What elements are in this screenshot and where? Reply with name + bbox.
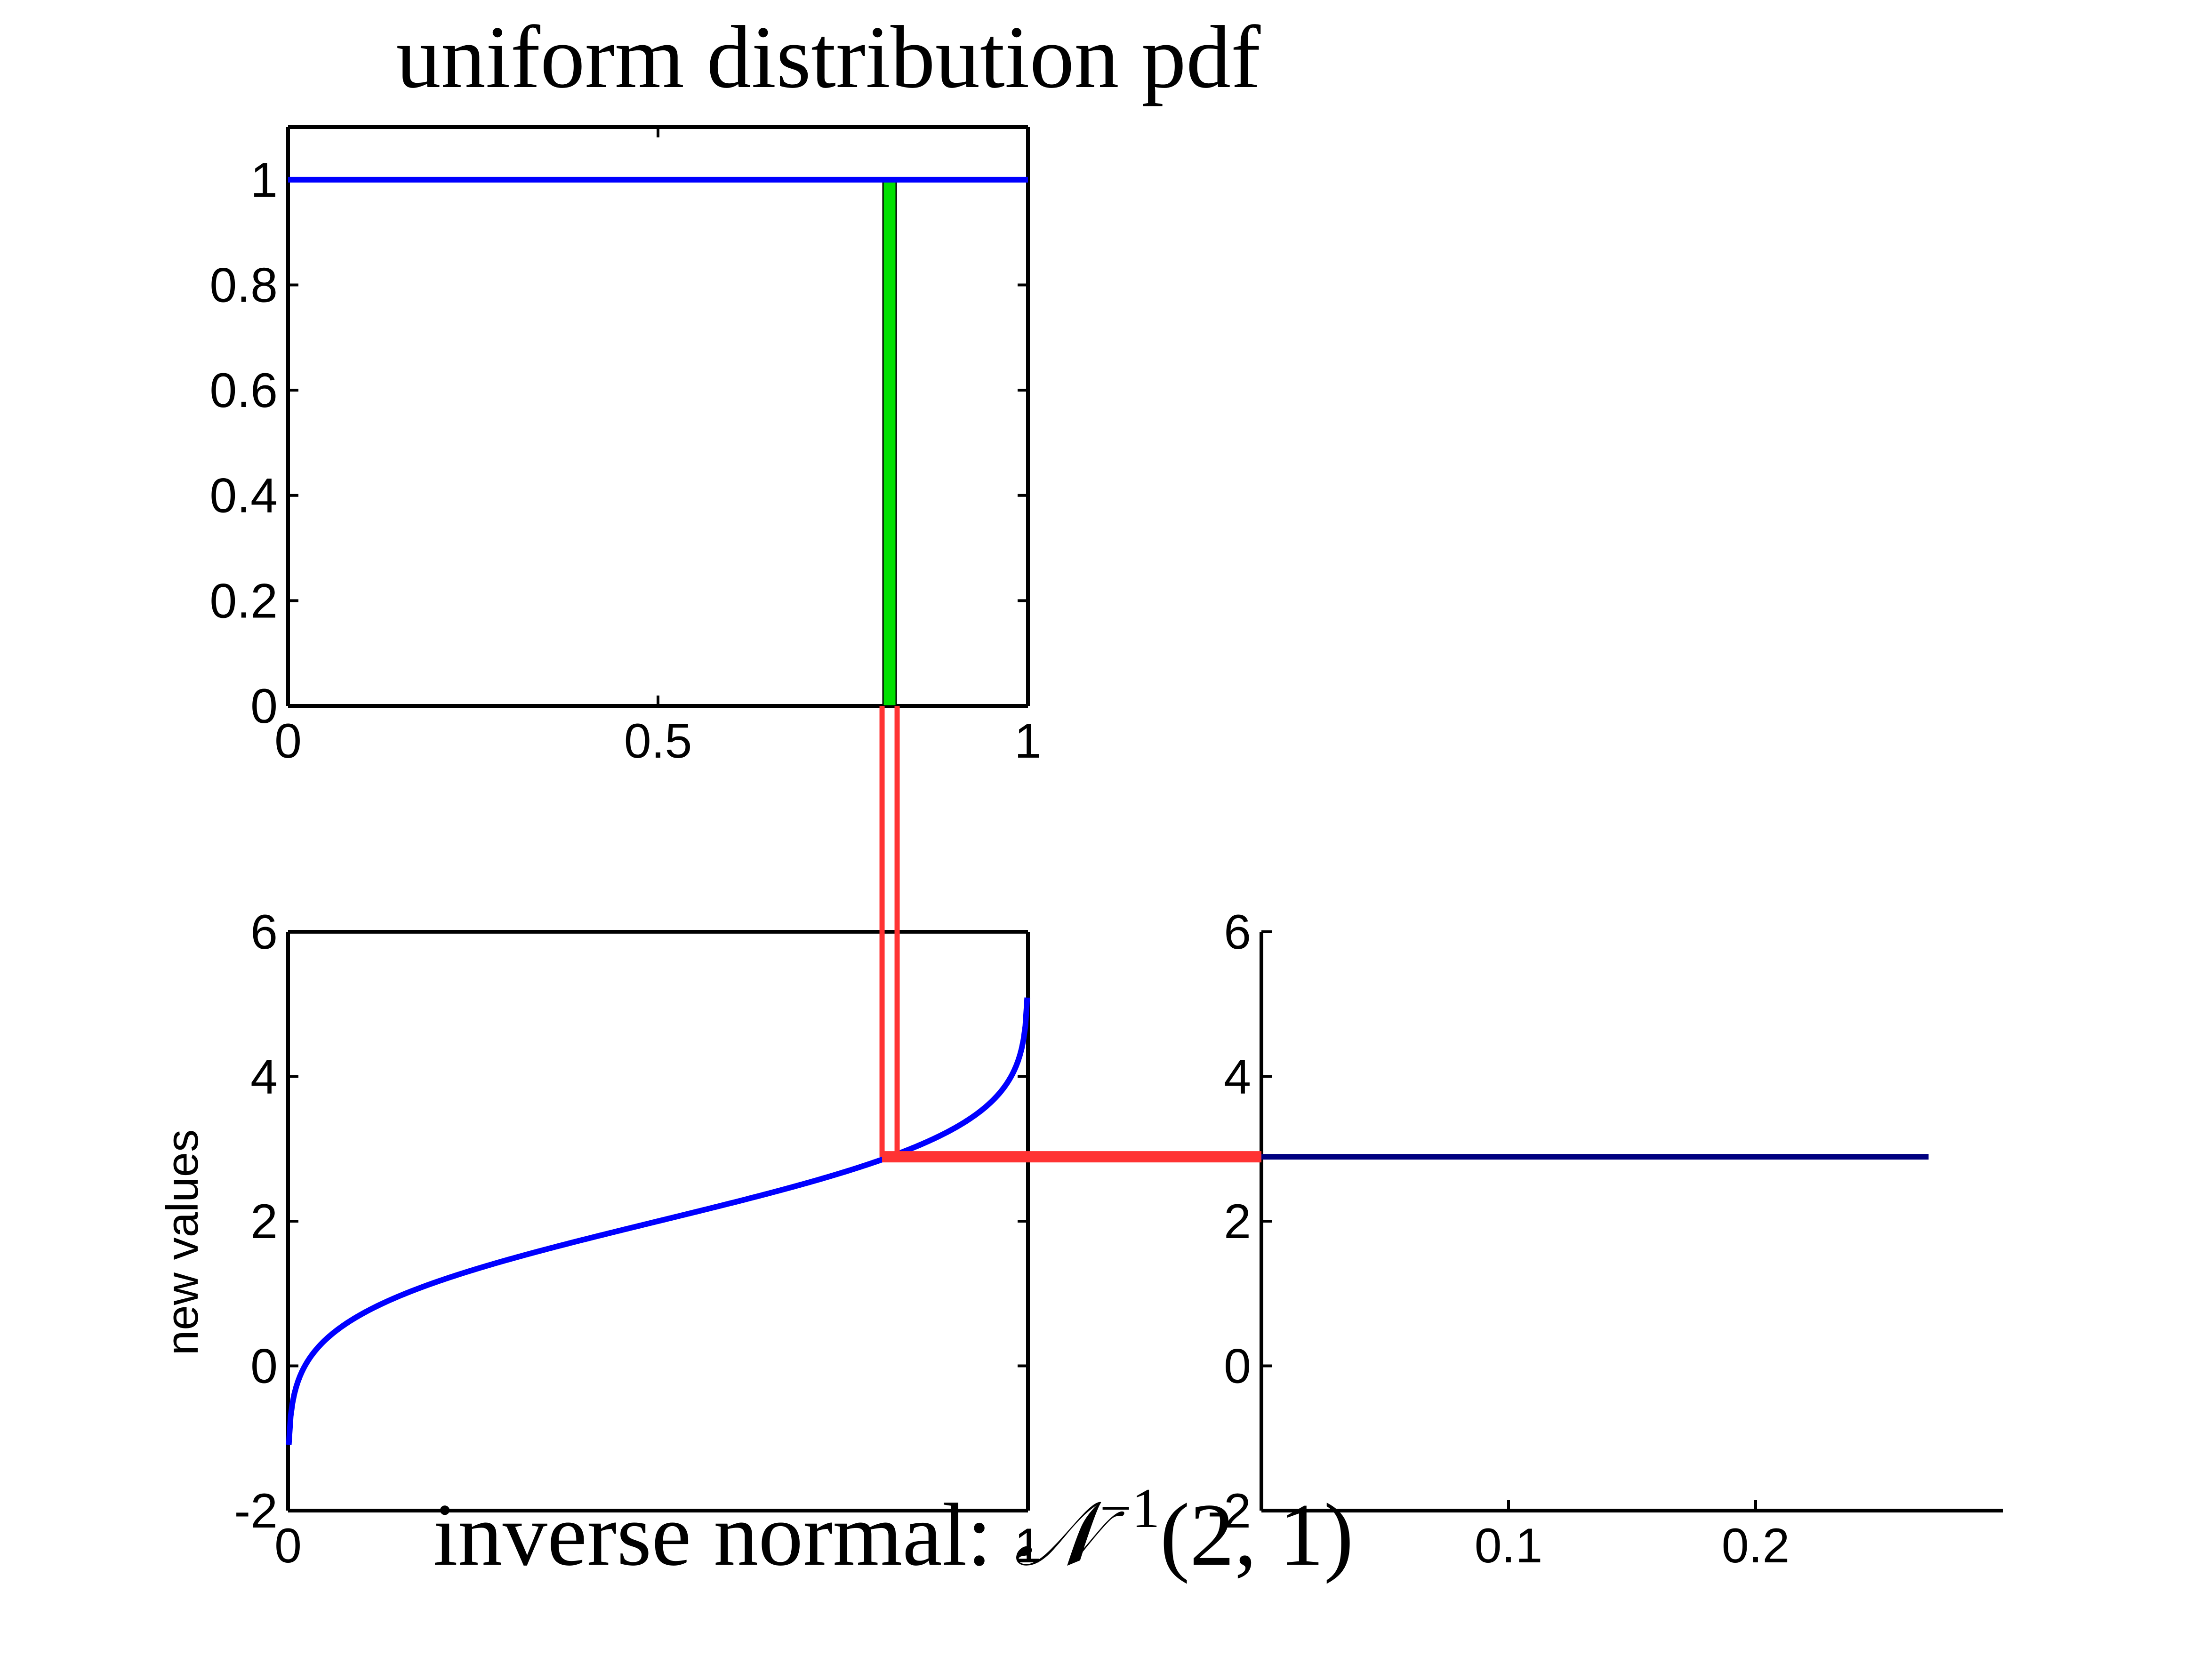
result-ytick-label: 4 xyxy=(1224,1050,1251,1104)
pdf-highlight-bar xyxy=(882,179,897,707)
result-ytick-label: 0 xyxy=(1224,1339,1251,1394)
pdf-ytick-label: 0.6 xyxy=(209,363,278,418)
inverse-ytick-label: 2 xyxy=(250,1194,278,1249)
result-axes: 0.1 0.2 -2 0 2 4 6 xyxy=(1208,905,2003,1573)
pdf-axes: 0 0.5 1 0 0.2 0.4 0.6 0.8 1 xyxy=(209,125,1042,768)
connector-layer xyxy=(879,706,1261,1163)
result-xtick-label: 0.1 xyxy=(1475,1519,1543,1573)
inverse-ytick-label: 4 xyxy=(250,1050,278,1104)
top-chart-title: uniform distribution pdf xyxy=(396,8,1261,107)
result-ytick-label: 6 xyxy=(1224,905,1251,960)
inverse-ylabel: new values xyxy=(157,1129,208,1355)
pdf-xtick-label: 0 xyxy=(274,714,302,768)
pdf-xtick-label: 1 xyxy=(1014,714,1042,768)
inverse-ytick-label: 0 xyxy=(250,1339,278,1394)
result-ytick-label: -2 xyxy=(1208,1484,1251,1538)
pdf-ytick-label: 0 xyxy=(250,679,278,734)
inverse-xtick-label: 0 xyxy=(274,1519,302,1573)
inverse-ytick-label: -2 xyxy=(234,1484,278,1538)
pdf-ytick-label: 0.2 xyxy=(209,574,278,628)
inverse-xtick-label: 1 xyxy=(1014,1519,1042,1573)
result-ytick-label: 2 xyxy=(1224,1194,1251,1249)
bottom-title-prefix: inverse normal: xyxy=(433,1486,1014,1584)
pdf-xtick-label: 0.5 xyxy=(624,714,692,768)
inverse-ytick-label: 6 xyxy=(250,905,278,960)
pdf-ytick-label: 0.8 xyxy=(209,258,278,312)
pdf-ytick-label: 1 xyxy=(250,153,278,208)
bottom-title-args: (2, 1) xyxy=(1160,1486,1354,1584)
pdf-ytick-label: 0.4 xyxy=(209,469,278,523)
bottom-chart-title: inverse normal: 𝒩−1(2, 1) xyxy=(433,1477,1354,1584)
bottom-title-superscript: −1 xyxy=(1100,1477,1160,1539)
result-xtick-label: 0.2 xyxy=(1722,1519,1790,1573)
